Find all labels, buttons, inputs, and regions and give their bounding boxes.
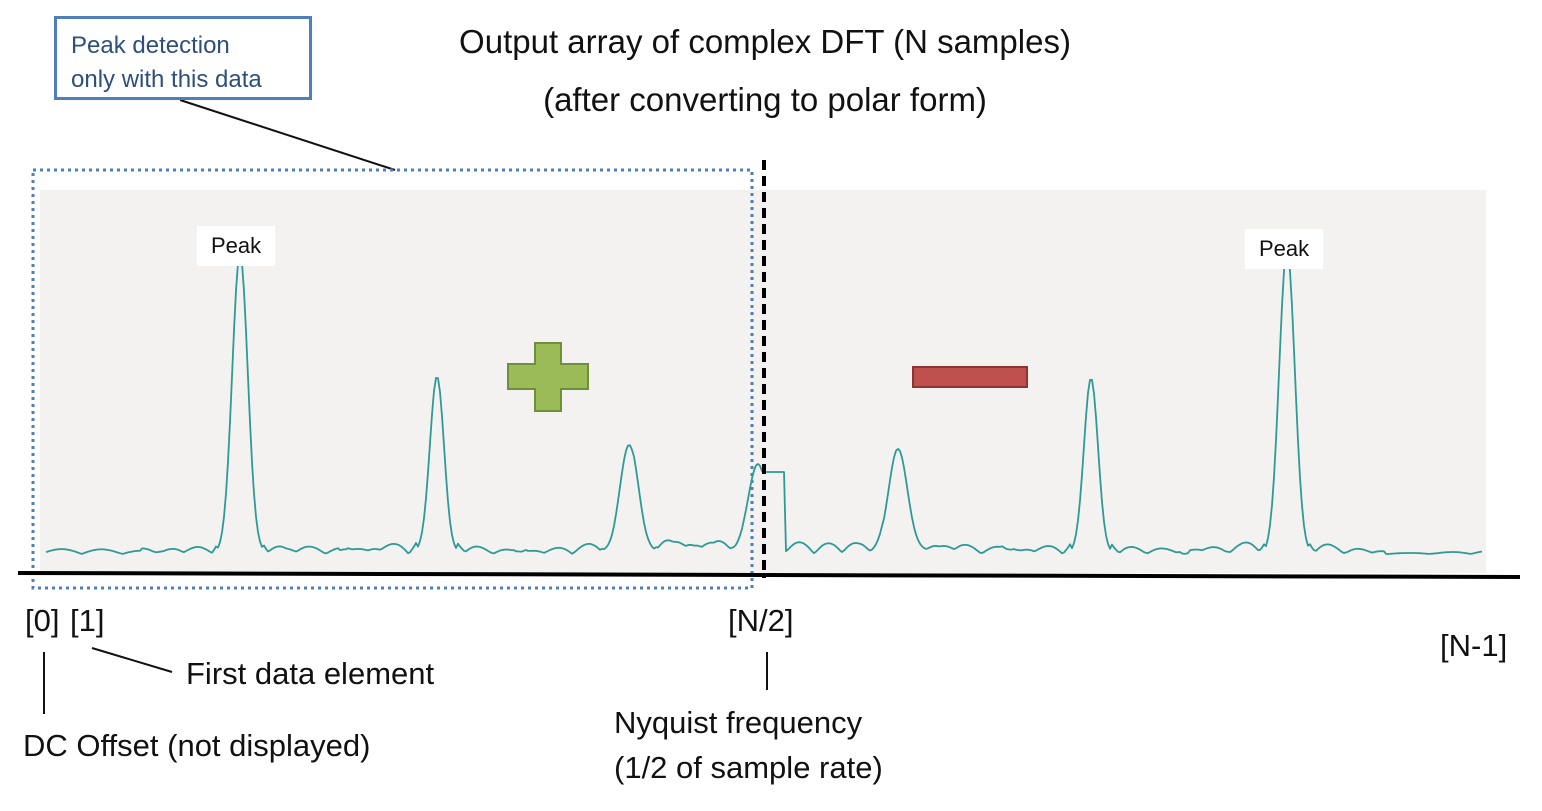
frequency-axis: [17, 571, 1521, 579]
peak-label-right: Peak: [1245, 229, 1324, 269]
dc-offset-annotation: DC Offset (not displayed): [23, 728, 371, 763]
minus-icon: [912, 366, 1028, 388]
callout-line1: Peak detection: [71, 32, 230, 59]
index-last-label: [N-1]: [1440, 628, 1508, 663]
index-1-label: [1]: [70, 603, 105, 638]
index-0-label: [0]: [25, 603, 60, 638]
nyquist-annotation-line2: (1/2 of sample rate): [614, 750, 883, 785]
peak-detection-callout: Peak detection only with this data: [54, 16, 312, 100]
callout-leader-line: [179, 99, 396, 171]
index-half-label: [N/2]: [728, 603, 794, 638]
first-element-leader: [91, 647, 173, 673]
peak-detection-region: [31, 168, 754, 590]
plus-icon: [507, 342, 589, 412]
first-element-annotation: First data element: [186, 656, 435, 691]
diagram-title-line1: Output array of complex DFT (N samples): [459, 23, 1071, 60]
callout-line2: only with this data: [71, 66, 262, 93]
peak-label-left: Peak: [197, 226, 276, 266]
diagram-title-line2: (after converting to polar form): [543, 81, 987, 118]
nyquist-annotation-line1: Nyquist frequency: [614, 705, 863, 740]
